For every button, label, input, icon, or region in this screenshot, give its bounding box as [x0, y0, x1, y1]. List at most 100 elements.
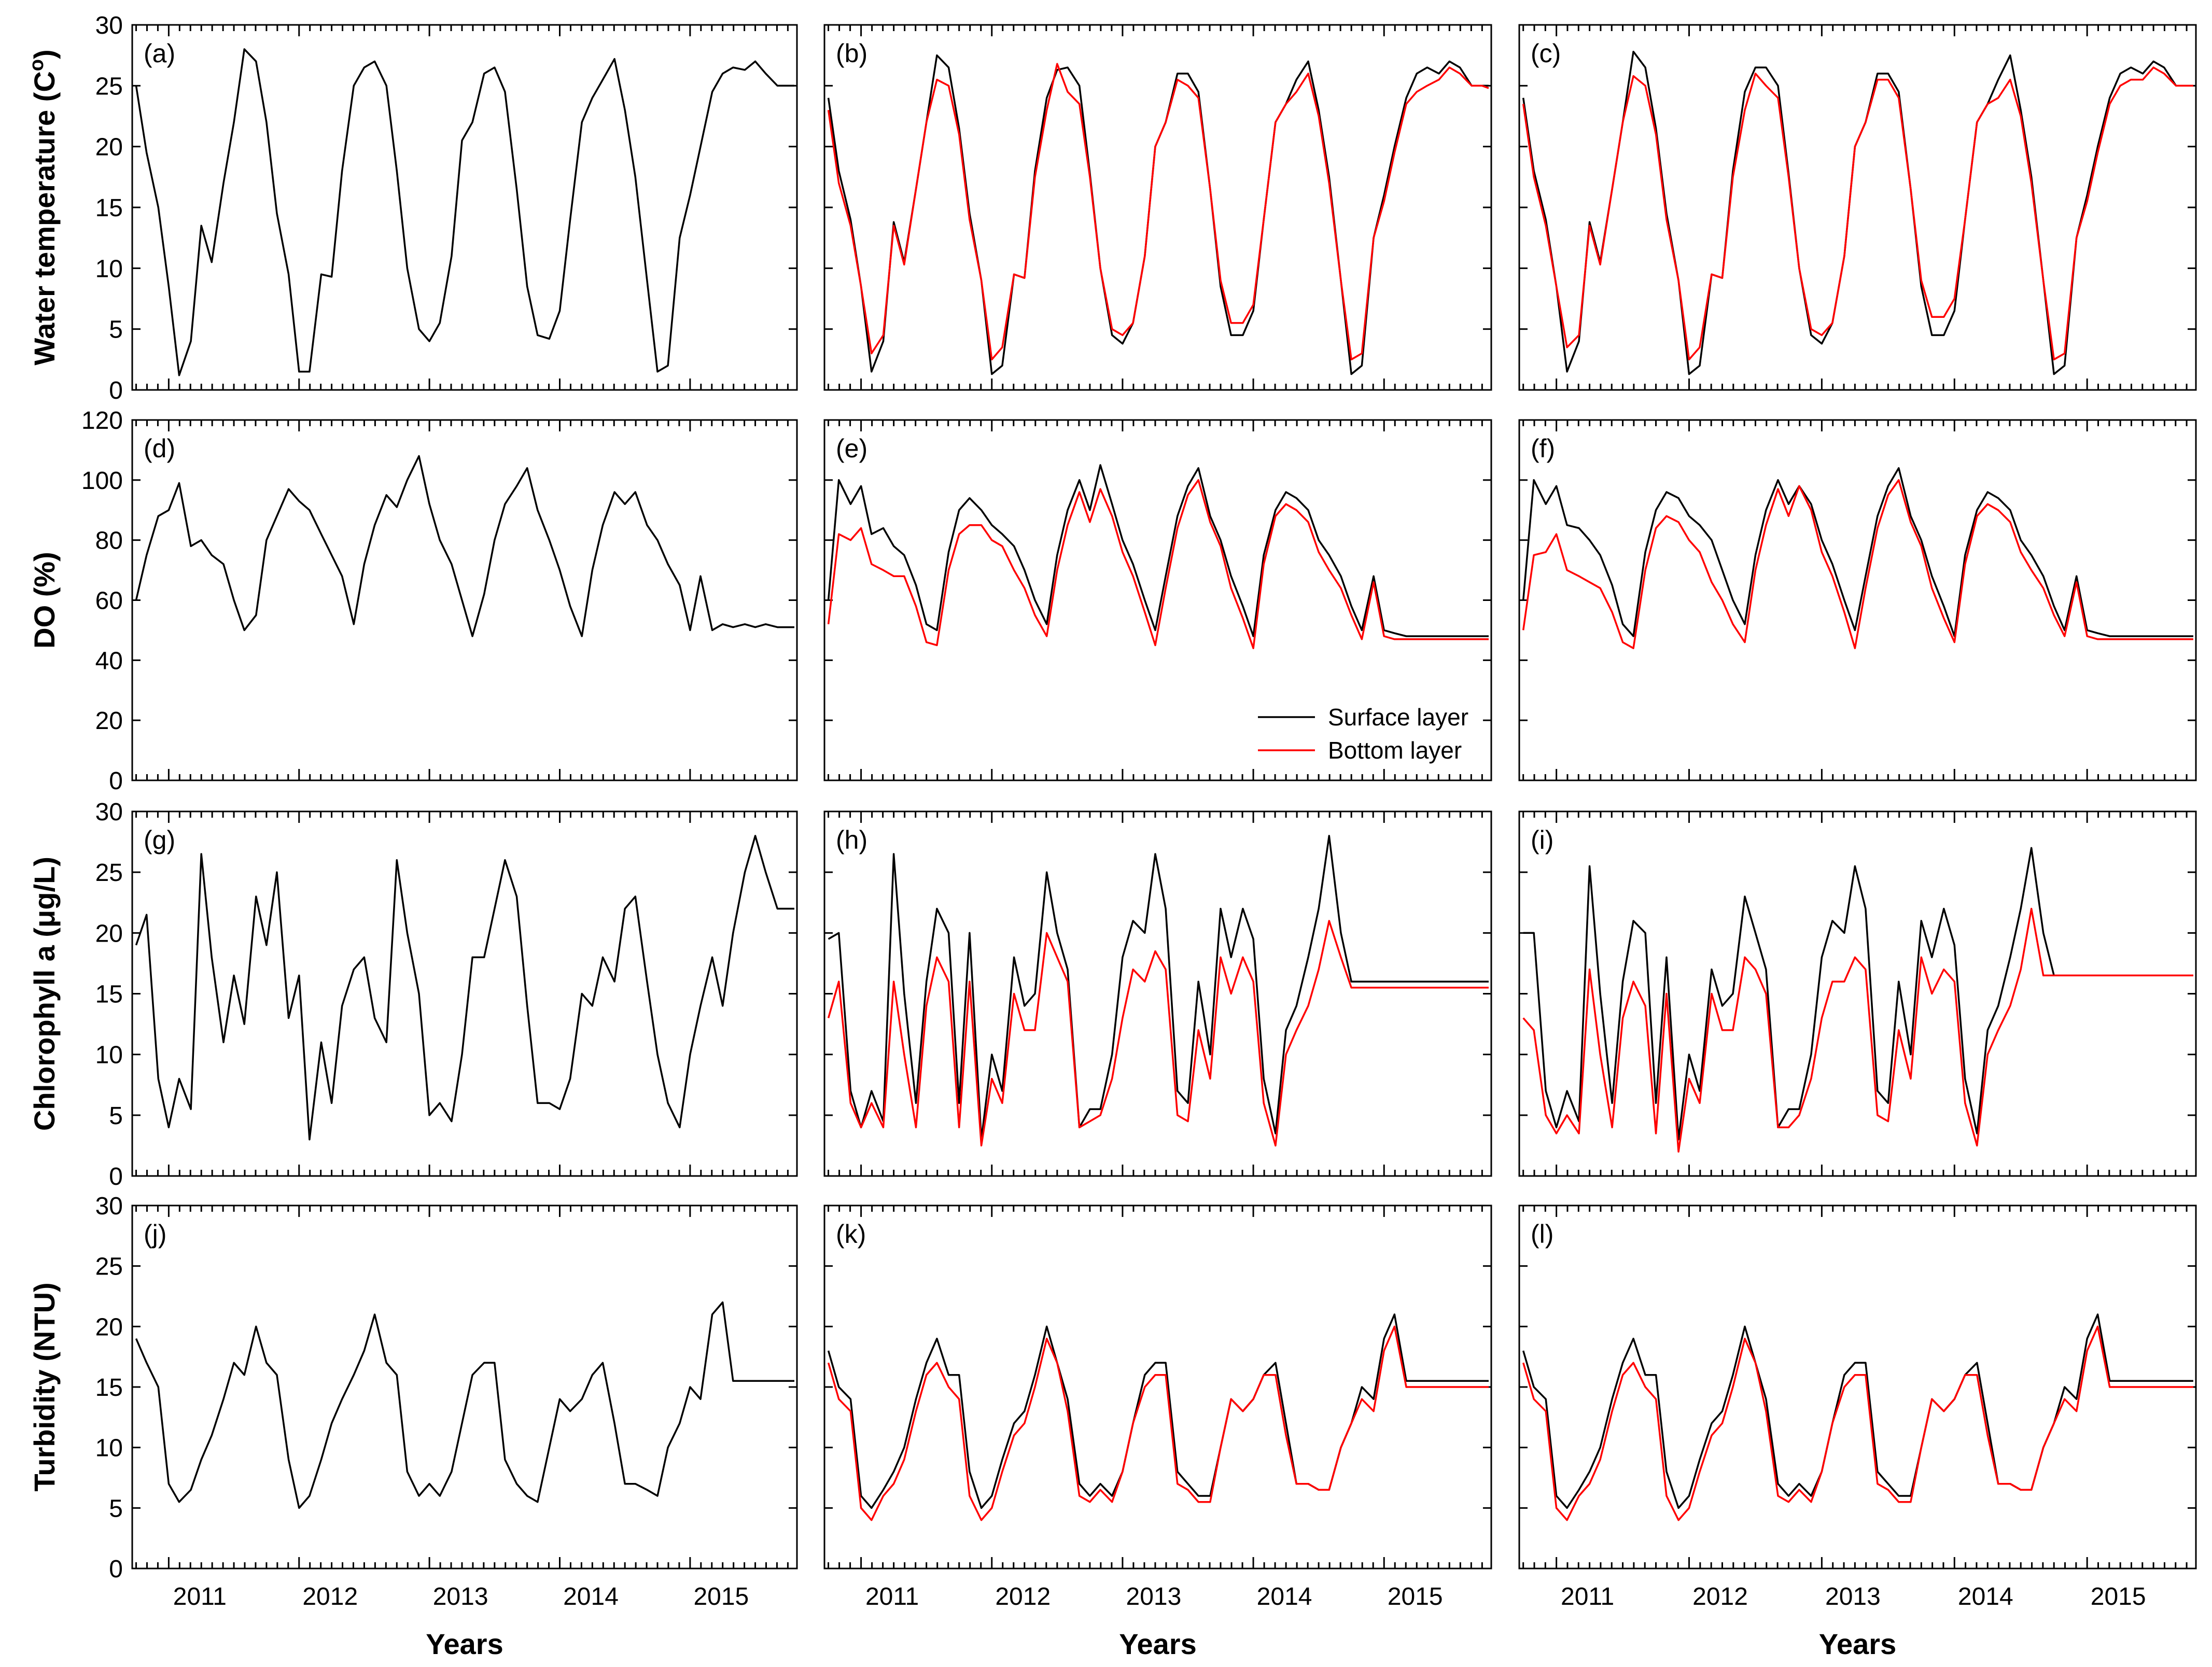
y-axis-title-superscript: o: [26, 59, 48, 71]
panel-label: (k): [836, 1220, 866, 1249]
y-tick-label: 25: [95, 1253, 123, 1281]
series-line-bottom: [827, 920, 1489, 1147]
y-tick-label: 20: [95, 1313, 123, 1341]
y-tick-label: 60: [95, 587, 123, 615]
plot-frame: [1518, 24, 2197, 391]
y-axis-title-do: DO (%): [28, 552, 61, 649]
series-line-bottom: [1522, 66, 2193, 361]
panel-g: 0 5 10 15 20 25 30 (g): [95, 799, 798, 1190]
panel-b: (b): [823, 24, 1492, 391]
x-tick-label: 2012: [302, 1583, 358, 1610]
y-tick-label: 30: [95, 799, 123, 826]
y-tick-label: 20: [95, 707, 123, 735]
y-tick-label: 120: [81, 407, 123, 435]
panel-f: (f): [1518, 419, 2197, 781]
plot-frame: [1518, 419, 2197, 781]
panel-label: (h): [836, 825, 867, 854]
x-axis-title: Years: [1119, 1628, 1197, 1660]
y-tick-label: 5: [109, 1102, 123, 1130]
series-line-surface: [1523, 847, 2193, 1141]
panel-label: (c): [1531, 39, 1561, 68]
y-axis-title-temp: Water temperature (Co): [26, 49, 61, 365]
panel-label: (g): [144, 825, 175, 854]
x-axis-title: Years: [426, 1628, 503, 1660]
series-line-bottom: [827, 63, 1489, 361]
plot-frame: [1518, 1204, 2197, 1570]
x-tick-label: 2014: [563, 1583, 619, 1610]
y-tick-label: 30: [95, 12, 123, 39]
series-line-bottom: [1522, 907, 2193, 1153]
x-tick-label: 2012: [995, 1583, 1051, 1610]
x-tick-label: 2013: [1126, 1583, 1182, 1610]
series-line-surface: [827, 464, 1489, 637]
y-tick-label: 5: [109, 316, 123, 344]
series-line-surface: [827, 1313, 1489, 1509]
series-line-surface: [828, 835, 1489, 1141]
y-axis-title-turb: Turbidity (NTU): [28, 1282, 61, 1491]
panel-label: (f): [1531, 434, 1555, 463]
panel-label: (e): [836, 434, 867, 463]
y-tick-label: 30: [95, 1193, 123, 1220]
legend-label-surface: Surface layer: [1328, 704, 1468, 731]
panel-label: (d): [144, 434, 175, 463]
x-tick-label: 2015: [2091, 1583, 2146, 1610]
y-tick-label: 15: [95, 1374, 123, 1402]
series-line-surface: [135, 48, 794, 376]
x-tick-label: 2015: [693, 1583, 749, 1610]
y-tick-label: 15: [95, 194, 123, 222]
plot-frame: [131, 24, 798, 391]
panel-h: (h): [823, 810, 1492, 1177]
y-tick-label: 0: [109, 1556, 123, 1583]
series-line-surface: [1522, 1313, 2193, 1509]
plot-frame: [823, 1204, 1492, 1570]
plot-frame: [823, 24, 1492, 391]
panel-label: (l): [1531, 1220, 1553, 1249]
x-tick-label: 2014: [1257, 1583, 1312, 1610]
series-line-surface: [135, 835, 794, 1141]
series-line-surface: [1522, 467, 2193, 637]
panel-e: (e) Surface layer Bottom layer: [823, 419, 1492, 781]
panel-j: 0 5 10 15 20 25 30 2011 2012 2013 2014 2015 Years (j): [95, 1193, 798, 1660]
y-tick-label: 100: [81, 467, 123, 495]
series-line-surface: [135, 455, 794, 637]
x-tick-label: 2013: [433, 1583, 488, 1610]
x-tick-label: 2011: [1561, 1583, 1614, 1610]
y-axis-title-chla: Chlorophyll a (μg/L): [28, 857, 61, 1131]
series-line-bottom: [1522, 479, 2193, 649]
y-tick-label: 10: [95, 1042, 123, 1069]
legend-label-bottom: Bottom layer: [1328, 737, 1462, 764]
y-tick-label: 25: [95, 859, 123, 887]
y-tick-label: 5: [109, 1495, 123, 1522]
plot-frame: [131, 1204, 798, 1570]
series-line-bottom: [827, 1325, 1489, 1521]
x-tick-label: 2011: [865, 1583, 919, 1610]
plot-frame: [131, 419, 798, 781]
series-line-surface: [1522, 50, 2193, 375]
panel-i: (i): [1518, 810, 2197, 1177]
y-tick-label: 20: [95, 920, 123, 947]
series-line-bottom: [1522, 1325, 2193, 1521]
y-tick-label: 20: [95, 134, 123, 161]
x-tick-label: 2014: [1958, 1583, 2013, 1610]
x-tick-label: 2012: [1692, 1583, 1748, 1610]
x-axis-title: Years: [1819, 1628, 1897, 1660]
y-tick-label: 10: [95, 1435, 123, 1462]
panel-label: (j): [144, 1220, 166, 1249]
panel-a: 0 5 10 15 20 25 30 (a): [95, 12, 798, 404]
y-axis-title-text: Water temperature (C: [28, 71, 61, 365]
y-tick-label: 15: [95, 981, 123, 1008]
y-tick-label: 0: [109, 1163, 123, 1190]
y-tick-label: 10: [95, 255, 123, 283]
series-line-bottom: [827, 479, 1489, 649]
series-line-surface: [135, 1301, 794, 1509]
y-tick-label: 80: [95, 527, 123, 555]
x-tick-label: 2013: [1825, 1583, 1881, 1610]
y-tick-label: 40: [95, 647, 123, 675]
y-tick-label: 0: [109, 377, 123, 404]
y-tick-label: 0: [109, 767, 123, 795]
panel-label: (i): [1531, 825, 1553, 854]
panel-label: (a): [144, 39, 175, 68]
panel-k: 2011 2012 2013 2014 2015 Years (k): [823, 1204, 1492, 1660]
legend: Surface layer Bottom layer: [1258, 704, 1468, 764]
